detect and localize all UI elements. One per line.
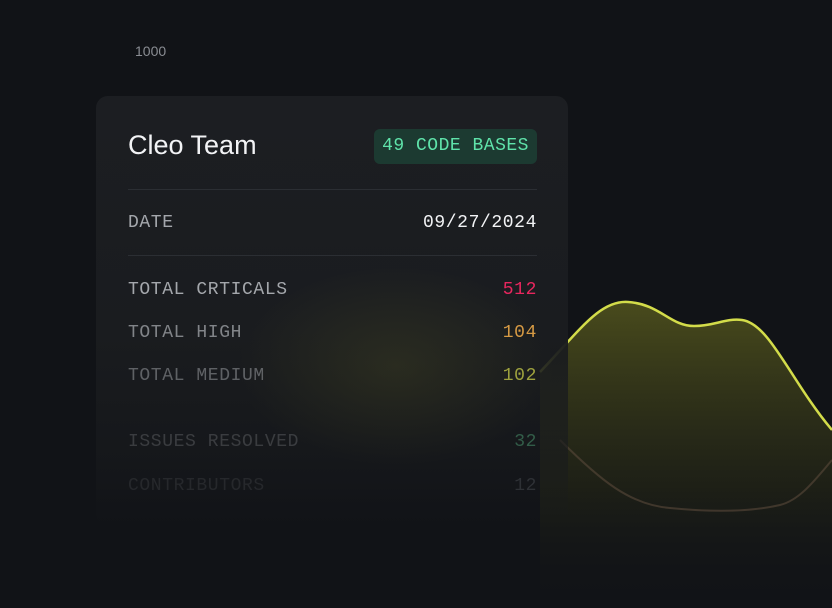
summary-card: Cleo Team 49 CODE BASES DATE 09/27/2024 … [96, 96, 568, 526]
glow [236, 266, 556, 466]
badge: 49 CODE BASES [374, 129, 537, 164]
date-row: DATE 09/27/2024 [128, 213, 537, 237]
card-title: Cleo Team [128, 130, 257, 160]
stat-label: TOTAL MEDIUM [128, 366, 265, 386]
stat-row: CONTRIBUTORS 12 [128, 476, 537, 500]
stat-value: 32 [514, 432, 537, 452]
date-label: DATE [128, 213, 174, 233]
stat-value: 12 [514, 476, 537, 496]
axis-label: 1000 [135, 43, 167, 59]
stat-value: 102 [502, 366, 537, 386]
stat-value: 512 [502, 280, 537, 300]
stat-label: ISSUES RESOLVED [128, 432, 300, 452]
divider [128, 189, 537, 190]
stat-value: 104 [502, 323, 537, 343]
stat-row: TOTAL HIGH 104 [128, 323, 537, 347]
date-value: 09/27/2024 [422, 213, 537, 233]
area-fill [540, 301, 832, 608]
area-line [539, 300, 832, 431]
divider [128, 255, 537, 256]
stat-label: CONTRIBUTORS [128, 476, 265, 496]
stat-label: TOTAL CRTICALS [128, 280, 288, 300]
stat-label: TOTAL HIGH [128, 323, 243, 343]
stat-row: TOTAL CRTICALS 512 [128, 280, 537, 304]
secondary-line [559, 439, 832, 512]
stat-row: TOTAL MEDIUM 102 [128, 366, 537, 390]
stat-row: ISSUES RESOLVED 32 [128, 432, 537, 456]
